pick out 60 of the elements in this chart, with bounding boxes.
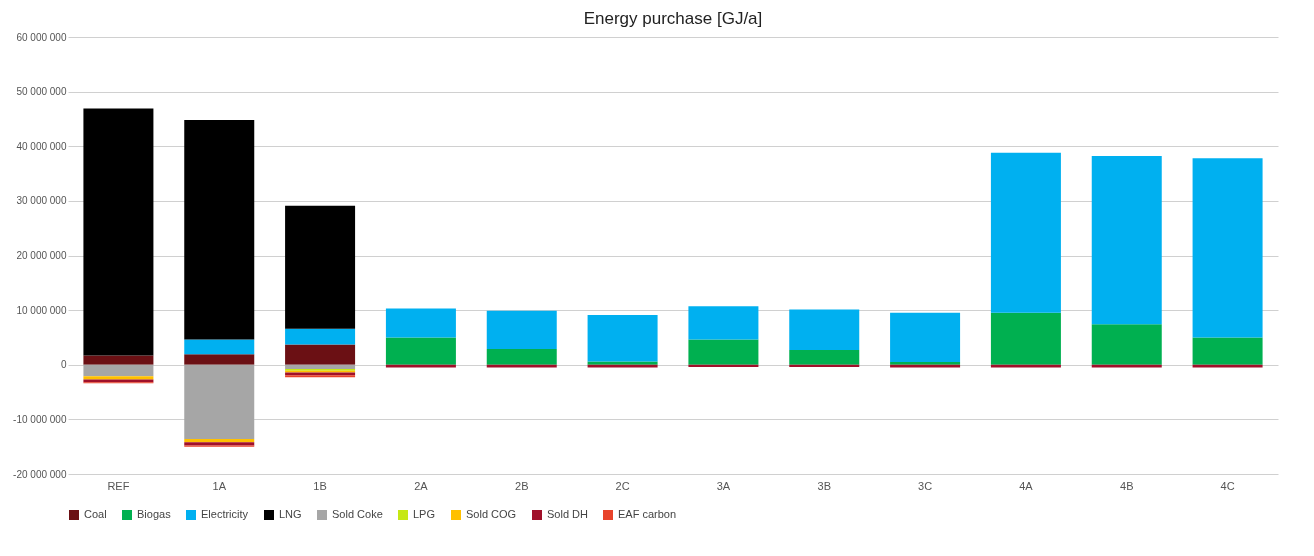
bar — [385, 337, 456, 365]
bar — [83, 108, 154, 356]
bar — [184, 364, 255, 440]
bar — [184, 354, 255, 365]
bar — [789, 309, 860, 350]
bar — [1192, 337, 1263, 365]
y-tick-label: 0 — [60, 359, 67, 371]
bar — [184, 339, 255, 355]
x-tick-label: 4C — [1220, 479, 1235, 492]
x-tick-label: 1B — [313, 479, 327, 492]
chart-title: Energy purchase [GJ/a] — [583, 9, 763, 28]
bar — [285, 344, 356, 365]
y-tick-label: 40 000 000 — [16, 140, 67, 152]
bar — [486, 348, 557, 365]
y-tick-label: 60 000 000 — [16, 31, 67, 43]
bar — [1091, 156, 1162, 325]
bar — [1091, 324, 1162, 365]
bar — [990, 152, 1061, 313]
x-tick-label: 1A — [212, 479, 227, 492]
bar — [688, 339, 759, 365]
bar — [1192, 158, 1263, 338]
bar — [486, 310, 557, 349]
bar — [385, 308, 456, 338]
bar — [184, 120, 255, 340]
bar — [83, 355, 154, 365]
y-tick-label: -10 000 000 — [13, 413, 67, 425]
x-tick-label: 4A — [1019, 479, 1034, 492]
y-tick-label: 20 000 000 — [16, 250, 67, 261]
legend-label: Sold DH — [547, 508, 589, 520]
bar — [83, 364, 154, 377]
x-tick-label: 2C — [615, 479, 630, 492]
x-tick-label: 2A — [414, 479, 429, 492]
legend-label: LPG — [413, 508, 436, 520]
legend-label: Biogas — [137, 508, 172, 520]
x-tick-label: 2B — [515, 479, 529, 492]
legend-label: Electricity — [201, 508, 249, 520]
x-tick-label: 3B — [817, 479, 831, 492]
bar — [285, 328, 356, 345]
bar — [789, 364, 860, 367]
bar — [688, 364, 759, 367]
legend-label: Sold COG — [466, 508, 517, 520]
bar — [789, 350, 860, 365]
legend-label: LNG — [279, 508, 302, 520]
x-tick-label: 3C — [918, 479, 933, 492]
bar — [890, 312, 961, 363]
y-tick-label: 10 000 000 — [16, 304, 67, 316]
legend-label: Coal — [84, 508, 107, 520]
bar — [688, 306, 759, 340]
y-tick-label: 30 000 000 — [16, 195, 67, 207]
x-tick-label: 4B — [1120, 479, 1134, 492]
x-tick-label: REF — [107, 479, 130, 492]
y-tick-label: 50 000 000 — [16, 86, 67, 98]
y-tick-label: -20 000 000 — [13, 468, 67, 480]
bar — [285, 205, 356, 329]
bar — [285, 364, 356, 370]
legend-label: Sold Coke — [332, 508, 383, 520]
bar — [990, 312, 1061, 365]
x-tick-label: 3A — [716, 479, 731, 492]
legend-label: EAF carbon — [618, 508, 677, 520]
bar — [587, 315, 658, 362]
